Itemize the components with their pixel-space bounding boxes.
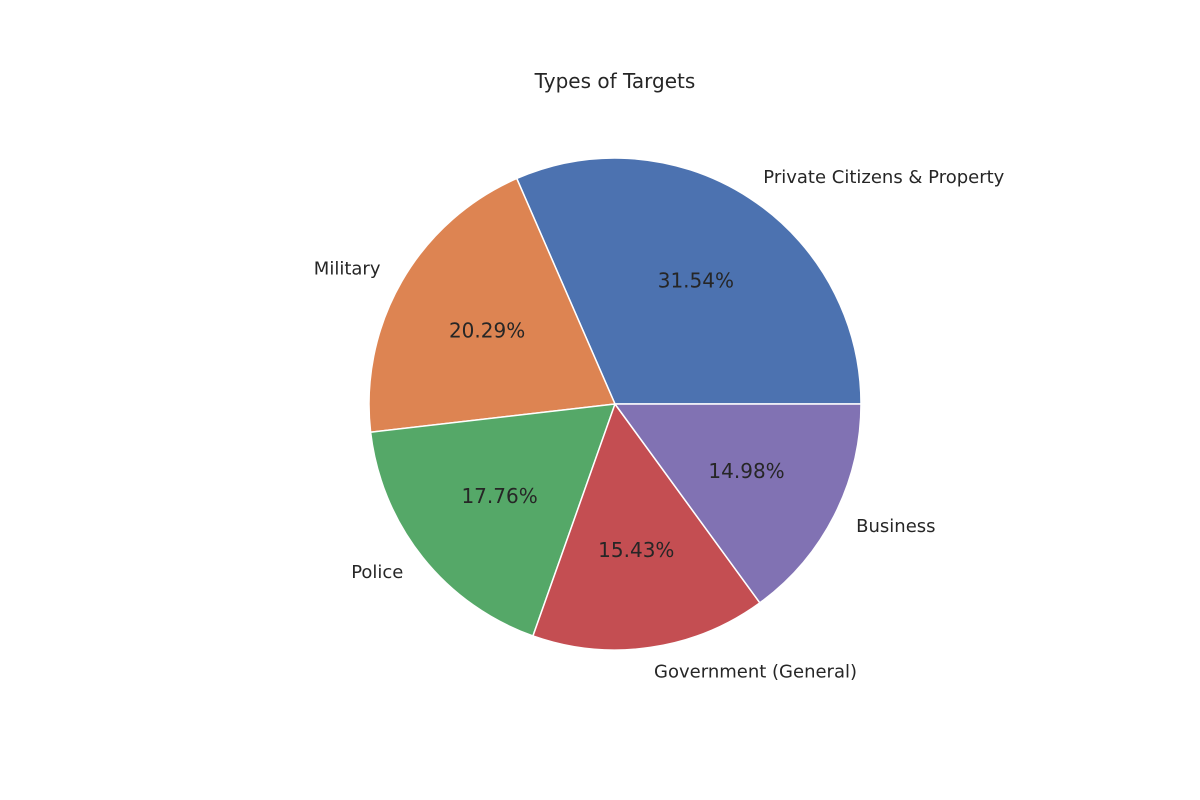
slice-label-government-general: Government (General)	[654, 661, 857, 682]
chart-title: Types of Targets	[534, 69, 696, 93]
slice-label-military: Military	[314, 258, 381, 279]
slice-label-business: Business	[856, 516, 935, 537]
pct-label-military: 20.29%	[449, 318, 525, 342]
pie-slices	[369, 158, 861, 650]
pct-label-business: 14.98%	[708, 459, 784, 483]
slice-label-private-citizens-property: Private Citizens & Property	[763, 167, 1004, 188]
slice-label-police: Police	[351, 562, 403, 583]
pct-label-police: 17.76%	[461, 484, 537, 508]
pct-label-private-citizens-property: 31.54%	[658, 269, 734, 293]
pct-label-government-general: 15.43%	[598, 538, 674, 562]
